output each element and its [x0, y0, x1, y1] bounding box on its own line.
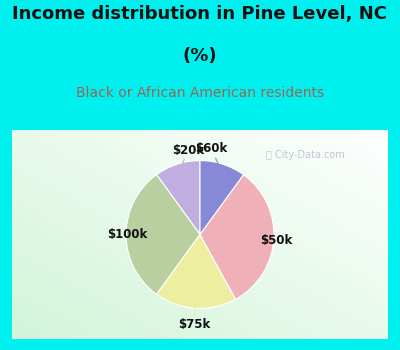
Text: $75k: $75k	[178, 302, 210, 331]
Wedge shape	[156, 161, 200, 234]
Wedge shape	[200, 175, 274, 299]
Text: $60k: $60k	[196, 142, 228, 170]
Wedge shape	[156, 234, 236, 308]
Text: (%): (%)	[183, 47, 217, 65]
Text: Black or African American residents: Black or African American residents	[76, 86, 324, 100]
Wedge shape	[200, 161, 244, 234]
Wedge shape	[126, 175, 200, 294]
Text: ⓘ City-Data.com: ⓘ City-Data.com	[266, 150, 345, 160]
Text: $100k: $100k	[108, 228, 148, 241]
Text: $20k: $20k	[172, 144, 205, 170]
Text: $50k: $50k	[260, 234, 292, 247]
Text: Income distribution in Pine Level, NC: Income distribution in Pine Level, NC	[12, 5, 388, 23]
